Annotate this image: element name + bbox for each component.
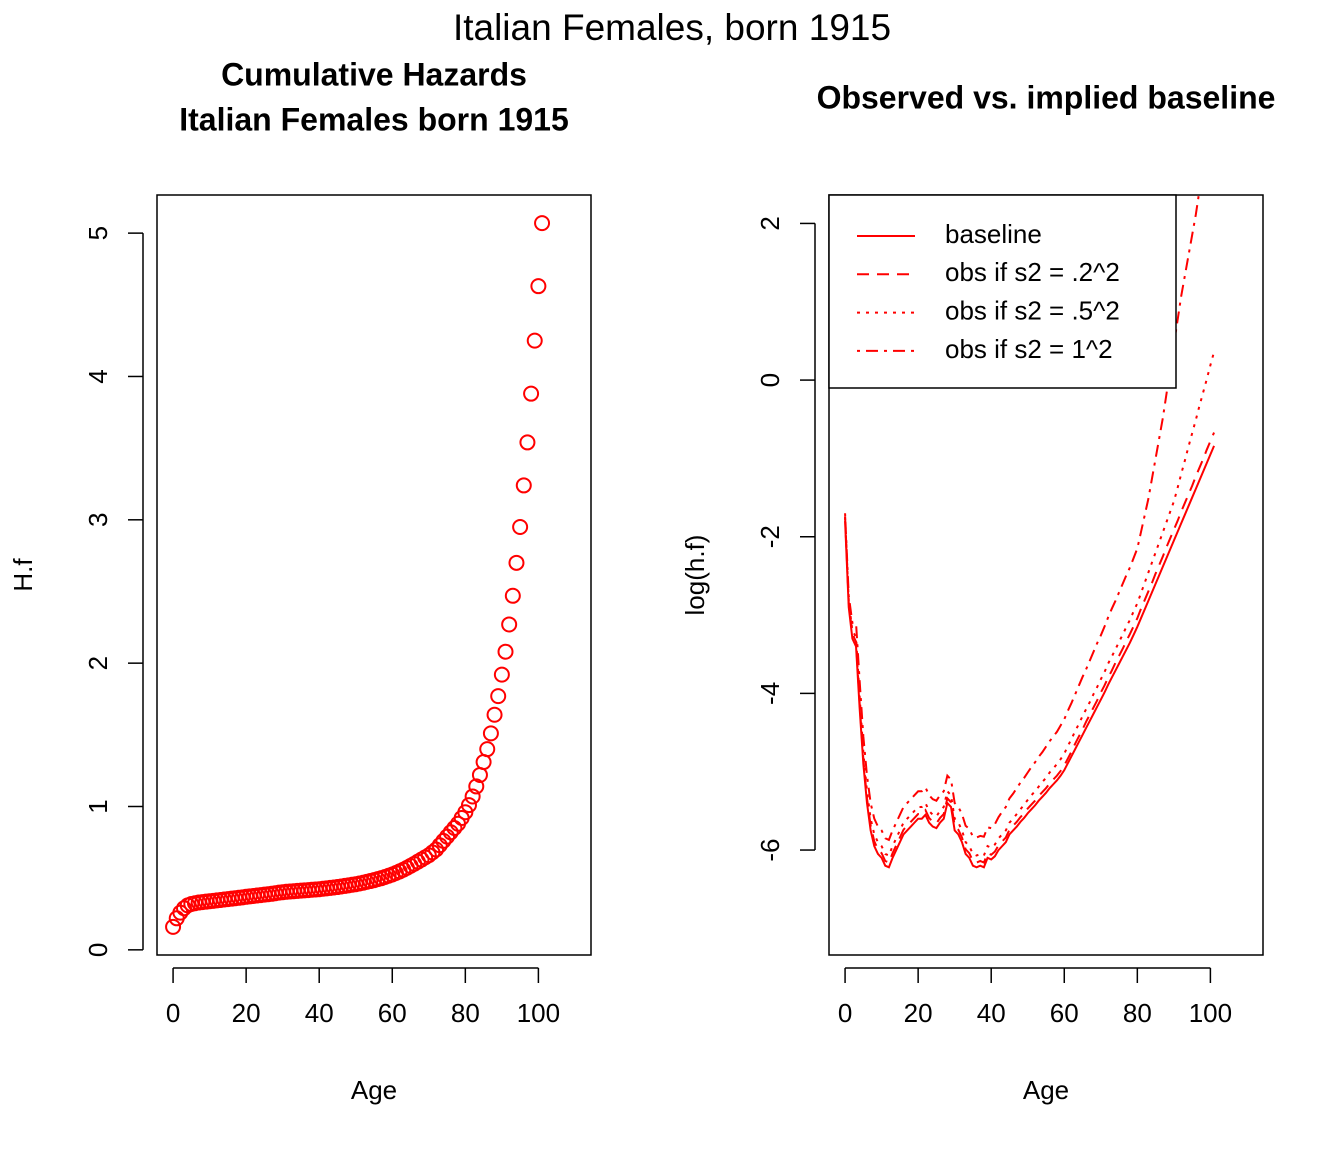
y-tick-label: 5 — [83, 226, 113, 240]
y-tick-label: 3 — [83, 513, 113, 527]
x-tick-label: 80 — [451, 998, 480, 1028]
legend-box — [828, 194, 1177, 389]
point — [493, 666, 510, 683]
legend: baseline obs if s2 = .2^2 obs if s2 = .5^2… — [828, 194, 1177, 389]
series-line — [844, 445, 1215, 869]
y-axis-label: H.f — [8, 558, 38, 592]
x-tick-label: 0 — [166, 998, 180, 1028]
y-tick-label: -4 — [755, 682, 785, 705]
legend-label: obs if s2 = 1^2 — [945, 334, 1113, 364]
x-axis-label: Age — [1023, 1075, 1069, 1105]
plot-area — [844, 195, 1216, 869]
point — [508, 554, 525, 571]
y-tick-label: 2 — [83, 656, 113, 670]
x-tick-label: 0 — [838, 998, 852, 1028]
point — [490, 688, 507, 705]
panel-title: Italian Females born 1915 — [179, 101, 569, 137]
y-tick-label: -2 — [755, 525, 785, 548]
x-tick-label: 60 — [378, 998, 407, 1028]
plot-frame — [156, 194, 592, 956]
legend-label: baseline — [945, 219, 1042, 249]
y-tick-label: 4 — [83, 369, 113, 383]
series-line — [844, 195, 1200, 842]
x-tick-label: 20 — [904, 998, 933, 1028]
point — [534, 215, 551, 232]
x-axis-label: Age — [351, 1075, 397, 1105]
legend-label: obs if s2 = .5^2 — [945, 295, 1120, 325]
x-tick-label: 100 — [517, 998, 560, 1028]
point — [460, 797, 477, 814]
y-tick-label: 2 — [755, 216, 785, 230]
point — [523, 385, 540, 402]
panel: Cumulative Hazards Italian Females born 1… — [8, 56, 592, 1105]
y-tick-label: -6 — [755, 838, 785, 861]
point — [526, 332, 543, 349]
point — [479, 741, 496, 758]
point — [482, 725, 499, 742]
y-axis-label: log(h.f) — [680, 535, 710, 616]
x-tick-label: 20 — [232, 998, 261, 1028]
point — [468, 778, 485, 795]
point — [530, 278, 547, 295]
point — [464, 788, 481, 805]
series-line — [844, 432, 1215, 864]
x-tick-label: 100 — [1189, 998, 1232, 1028]
y-tick-label: 1 — [83, 799, 113, 813]
legend-label: obs if s2 = .2^2 — [945, 257, 1120, 287]
point — [515, 477, 532, 494]
y-tick-label: 0 — [83, 943, 113, 957]
y-tick-label: 0 — [755, 373, 785, 387]
point — [486, 706, 503, 723]
point — [165, 918, 182, 935]
point — [501, 616, 518, 633]
point — [519, 434, 536, 451]
panel-title: Cumulative Hazards — [221, 56, 527, 92]
point — [512, 518, 529, 535]
x-tick-label: 80 — [1123, 998, 1152, 1028]
panel-title: Observed vs. implied baseline — [817, 79, 1276, 115]
point — [504, 587, 521, 604]
x-tick-label: 60 — [1050, 998, 1079, 1028]
x-tick-label: 40 — [977, 998, 1006, 1028]
x-tick-label: 40 — [305, 998, 334, 1028]
point — [497, 643, 514, 660]
figure-title: Italian Females, born 1915 — [453, 7, 891, 48]
